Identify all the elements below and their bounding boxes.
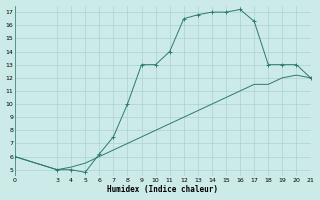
X-axis label: Humidex (Indice chaleur): Humidex (Indice chaleur) [107,185,218,194]
